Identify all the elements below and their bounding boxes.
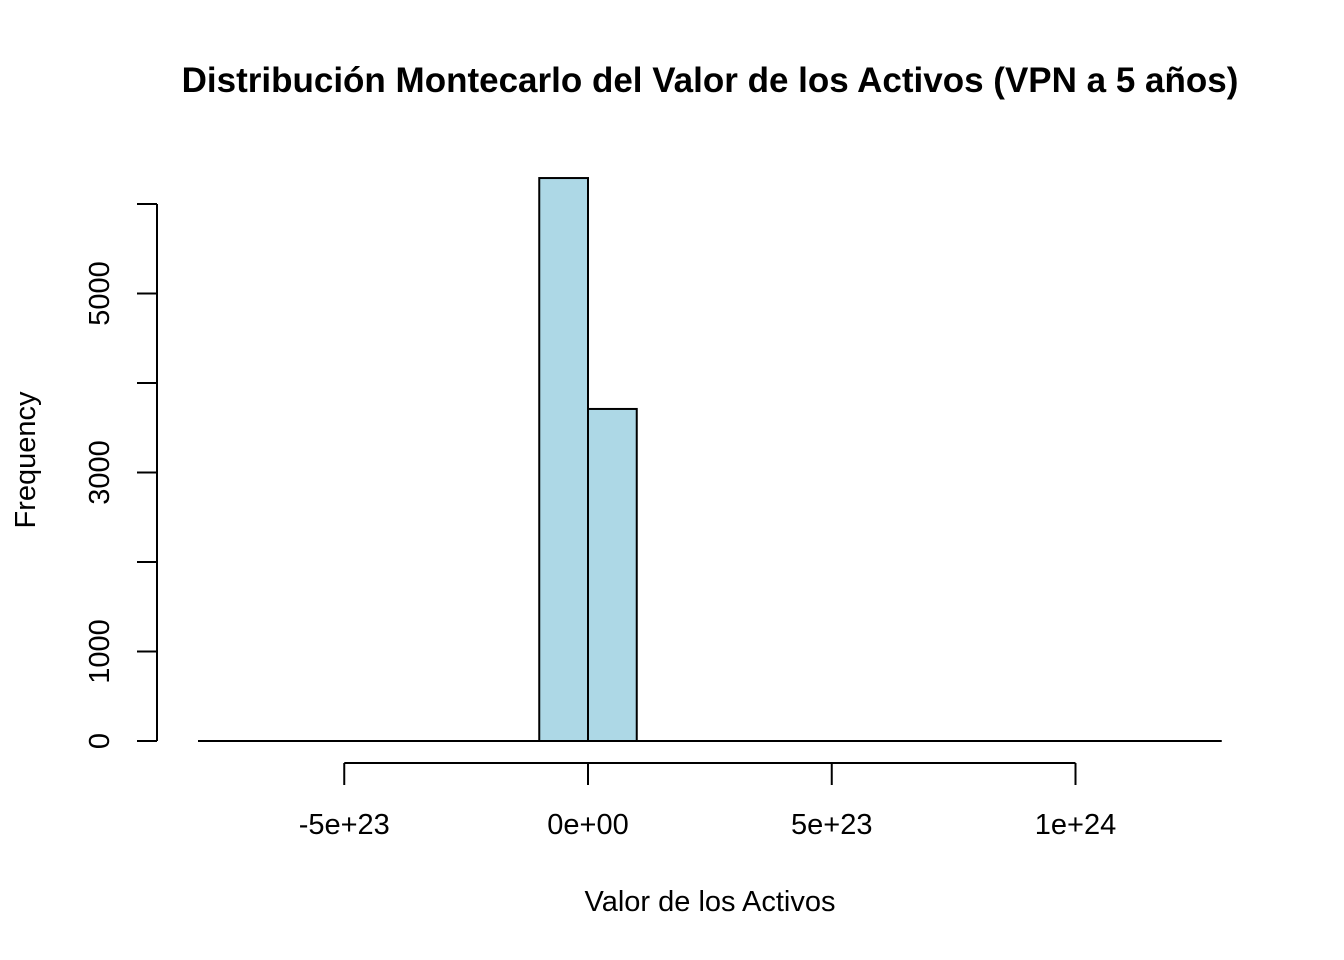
y-tick-label: 5000 <box>84 261 116 326</box>
y-tick-label: 3000 <box>84 440 116 505</box>
chart-title: Distribución Montecarlo del Valor de los… <box>182 61 1239 100</box>
x-tick-label: 5e+23 <box>791 809 872 841</box>
histogram-bar-0 <box>538 177 589 743</box>
y-tick-label: 0 <box>84 733 116 749</box>
x-axis-label: Valor de los Activos <box>585 886 836 918</box>
bars-group <box>538 177 638 743</box>
y-tick-label: 1000 <box>84 619 116 684</box>
x-tick-label: 1e+24 <box>1035 809 1116 841</box>
x-tick-label: -5e+23 <box>299 809 390 841</box>
y-axis: 0 1000 3000 5000 <box>84 203 158 749</box>
histogram-bar-1 <box>587 407 638 742</box>
y-axis-label: Frequency <box>10 391 42 529</box>
x-tick-label: 0e+00 <box>547 809 628 841</box>
x-axis: -5e+23 0e+00 5e+23 1e+24 <box>299 762 1116 841</box>
